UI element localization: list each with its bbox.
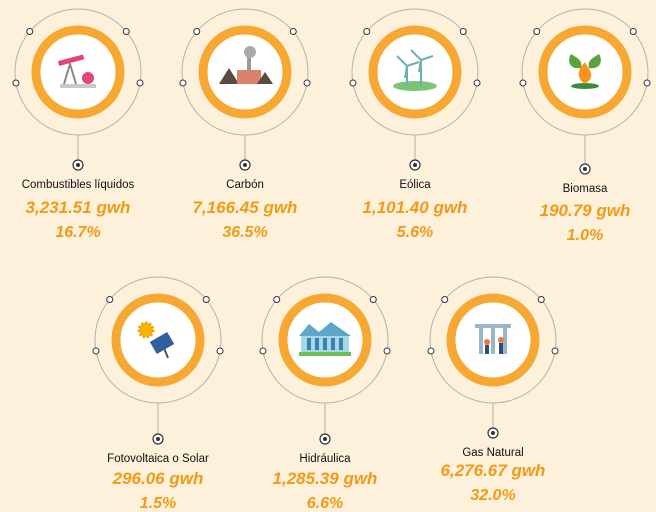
decor-dot [274,297,280,303]
decor-dot [370,297,376,303]
icon-part [139,323,153,337]
icon-part [237,70,261,84]
icon-ring [36,30,120,114]
item-value: 190.79 gwh [540,201,631,220]
decor-dot [93,348,99,354]
decor-dot [290,29,296,35]
icon-part [247,56,251,70]
decor-dot [304,80,310,86]
icon-part [331,338,335,350]
decor-dot [442,297,448,303]
item-name: Biomasa [563,183,608,195]
decor-dot [474,80,480,86]
item-value: 1,101.40 gwh [363,198,468,217]
item-name: Carbón [226,179,264,191]
icon-ring [373,30,457,114]
decor-dot [137,80,143,86]
decor-dot [260,348,266,354]
connector-dot-center [76,163,80,167]
icon-part [475,324,511,328]
decor-dot [194,29,200,35]
decor-dot [538,297,544,303]
item-name: Hidráulica [299,453,351,465]
icon-part [491,328,495,354]
icon-part [323,338,327,350]
icon-part [498,337,504,343]
item-name: Gas Natural [462,447,523,459]
icon-part [244,46,256,58]
item-name: Fotovoltaica o Solar [107,453,209,465]
decor-dot [460,29,466,35]
item-share: 1.0% [567,227,603,244]
decor-dot [27,29,33,35]
decor-dot [552,348,558,354]
decor-dot [384,348,390,354]
decor-dot [428,348,434,354]
icon-part [485,345,489,354]
icon-part [499,343,503,354]
icon [475,324,511,354]
decor-dot [520,80,526,86]
decor-dot [123,29,129,35]
decor-dot [203,297,209,303]
item-name: Eólica [399,179,431,191]
decor-dot [630,29,636,35]
item-share: 5.6% [397,224,433,241]
icon-part [60,84,96,88]
icon-part [299,352,351,356]
icon-part [315,338,319,350]
connector-dot-center [156,437,160,441]
decor-dot [644,80,650,86]
decor-dot [217,348,223,354]
item-share: 1.5% [140,495,176,512]
decor-dot [180,80,186,86]
page: {"items": [ {"name": "Combustibles líqui… [0,0,656,512]
icon-part [82,72,94,84]
decor-dot [534,29,540,35]
connector-dot-center [413,163,417,167]
item-value: 3,231.51 gwh [26,198,131,217]
icon-part [479,328,483,354]
decor-dot [350,80,356,86]
item-value: 1,285.39 gwh [273,469,378,488]
item-value: 296.06 gwh [112,469,204,488]
item-name: Combustibles líquidos [22,179,135,191]
connector-dot-center [243,163,247,167]
item-value: 7,166.45 gwh [193,198,298,217]
item-share: 16.7% [55,224,100,241]
item-share: 6.6% [307,495,343,512]
connector-dot-center [323,437,327,441]
decor-dot [364,29,370,35]
item-value: 6,276.67 gwh [441,461,546,480]
connector-dot-center [583,167,587,171]
icon-part [393,81,437,91]
decor-dot [13,80,19,86]
item-share: 36.5% [222,224,267,241]
decor-dot [107,297,113,303]
infographic: Combustibles líquidos 3,231.51 gwh 16.7% Ca… [0,0,656,512]
icon-part [307,338,311,350]
item-share: 32.0% [470,487,515,504]
icon-part [339,338,343,350]
icon-part [484,339,490,345]
connector-dot-center [491,431,495,435]
